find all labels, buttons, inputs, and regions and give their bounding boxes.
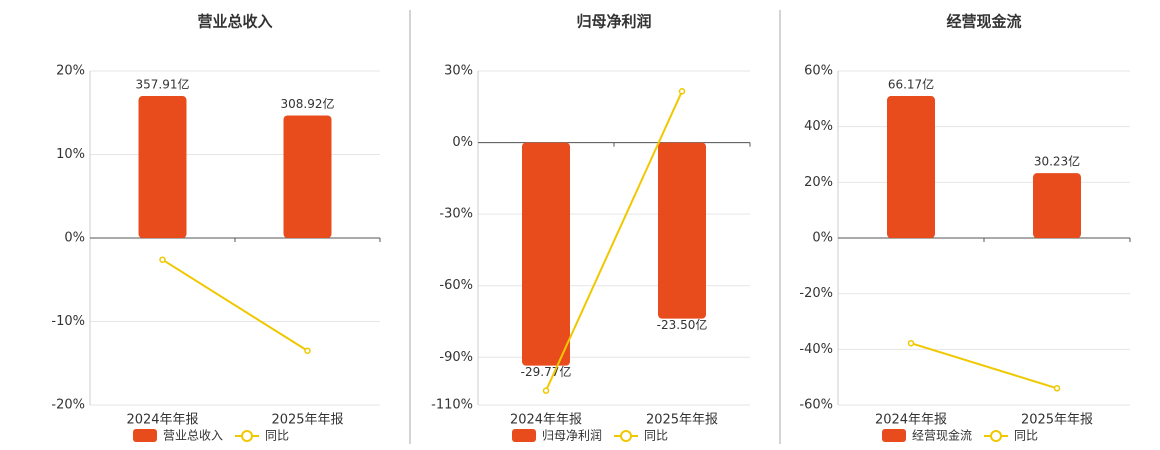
value-label: 66.17亿	[888, 77, 934, 92]
line-point	[542, 387, 550, 394]
value-label: -29.77亿	[521, 364, 572, 379]
value-label: 308.92亿	[281, 96, 335, 111]
y-tick-label: -90%	[439, 350, 473, 365]
y-tick-label: 40%	[804, 119, 833, 134]
legend-swatch	[990, 430, 1003, 442]
legend-swatch	[133, 429, 157, 442]
bar	[522, 142, 570, 366]
legend-label: 同比	[265, 429, 289, 443]
x-tick-label: 2024年年报	[875, 413, 947, 428]
y-tick-label: -10%	[51, 314, 85, 329]
value-label: 30.23亿	[1034, 154, 1080, 169]
x-tick-label: 2024年年报	[126, 413, 198, 428]
x-tick-label: 2025年年报	[1021, 413, 1093, 428]
x-tick-label: 2024年年报	[510, 413, 582, 428]
line	[910, 342, 1058, 390]
y-tick-label: -20%	[799, 286, 833, 301]
line-point	[1053, 385, 1061, 392]
y-tick-label: -60%	[799, 398, 833, 413]
y-tick-label: 20%	[56, 64, 85, 79]
x-tick-label: 2025年年报	[271, 413, 343, 428]
legend-label: 归母净利润	[542, 429, 602, 443]
x-tick-label: 2025年年报	[646, 413, 718, 428]
legend-label: 经营现金流	[912, 428, 972, 443]
y-tick-label: -40%	[799, 342, 833, 357]
value-label: 357.91亿	[136, 77, 190, 92]
legend-label: 同比	[644, 429, 668, 443]
legend-swatch	[882, 429, 906, 442]
y-tick-label: 0%	[64, 231, 85, 246]
legend-swatch	[620, 430, 633, 442]
value-label: -23.50亿	[657, 317, 708, 332]
legend-label: 同比	[1014, 429, 1038, 443]
legend-swatch	[512, 429, 536, 442]
chart-title: 经营现金流	[946, 13, 1021, 31]
y-tick-label: -60%	[439, 278, 473, 293]
line	[545, 90, 683, 392]
y-tick-label: 0%	[812, 231, 833, 246]
line-point	[907, 339, 915, 347]
legend-swatch	[241, 430, 254, 442]
line-point	[678, 88, 686, 95]
y-tick-label: -20%	[51, 398, 85, 413]
y-tick-label: -110%	[431, 398, 473, 413]
y-tick-label: 0%	[452, 135, 473, 150]
y-tick-label: 30%	[444, 64, 473, 79]
chart-title: 归母净利润	[576, 13, 651, 31]
legend-label: 营业总收入	[163, 429, 223, 443]
bar	[138, 96, 187, 238]
line	[161, 258, 309, 352]
line-point	[159, 256, 166, 263]
y-tick-label: 60%	[804, 64, 833, 79]
chart-title: 营业总收入	[197, 13, 272, 31]
y-tick-label: 20%	[804, 175, 833, 190]
bar	[658, 142, 706, 319]
line-point	[304, 347, 311, 354]
y-tick-label: 10%	[56, 147, 85, 162]
y-tick-label: -30%	[439, 207, 473, 222]
bar	[283, 115, 332, 238]
bar	[887, 96, 935, 238]
bar	[1033, 173, 1081, 238]
